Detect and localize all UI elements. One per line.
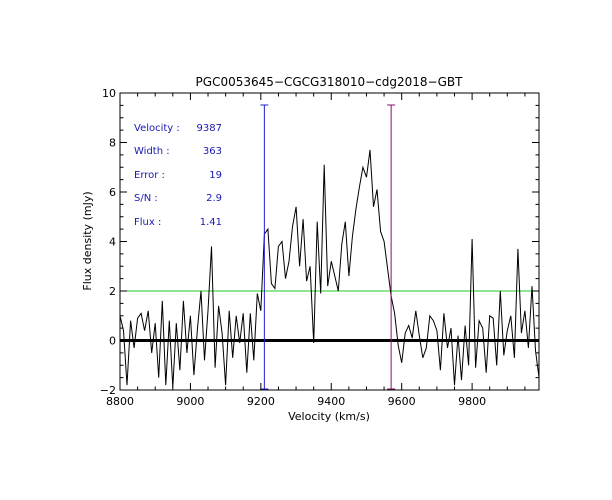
x-tick-label: 9600 bbox=[388, 395, 416, 408]
x-tick-label: 9800 bbox=[458, 395, 486, 408]
y-tick-label: 0 bbox=[109, 335, 116, 348]
y-axis-label: Flux density (mJy) bbox=[81, 191, 94, 290]
measurement-annotations: Velocity : 9387 Width : 363 Error : 19 S… bbox=[134, 123, 222, 228]
width-key: Width : bbox=[134, 146, 170, 157]
y-tick-label: 2 bbox=[109, 285, 116, 298]
x-axis-label: Velocity (km/s) bbox=[288, 410, 370, 423]
y-tick-label: 4 bbox=[109, 236, 116, 249]
chart-title: PGC0053645−CGCG318010−cdg2018−GBT bbox=[196, 75, 464, 89]
y-tick-label: 10 bbox=[102, 87, 116, 100]
plot-area bbox=[120, 104, 539, 390]
flux-key: Flux : bbox=[134, 217, 161, 228]
velocity-value: 9387 bbox=[197, 123, 222, 134]
x-tick-label: 8800 bbox=[106, 395, 134, 408]
y-tick-label: −2 bbox=[100, 384, 116, 397]
x-tick-label: 9200 bbox=[247, 395, 275, 408]
y-tick-label: 6 bbox=[109, 186, 116, 199]
sn-value: 2.9 bbox=[206, 193, 222, 204]
x-tick-label: 9400 bbox=[317, 395, 345, 408]
y-tick-label: 8 bbox=[109, 137, 116, 150]
sn-key: S/N : bbox=[134, 193, 158, 204]
error-value: 19 bbox=[209, 170, 222, 181]
x-tick-label: 9000 bbox=[176, 395, 204, 408]
velocity-key: Velocity : bbox=[134, 123, 180, 134]
spectrum-series-line bbox=[120, 149, 539, 388]
flux-value: 1.41 bbox=[200, 217, 222, 228]
x-axis: 8800 9000 9200 9400 9600 9800 bbox=[106, 93, 526, 408]
y-axis: −2 0 2 4 6 8 10 bbox=[100, 87, 539, 397]
width-value: 363 bbox=[203, 146, 222, 157]
error-key: Error : bbox=[134, 170, 165, 181]
